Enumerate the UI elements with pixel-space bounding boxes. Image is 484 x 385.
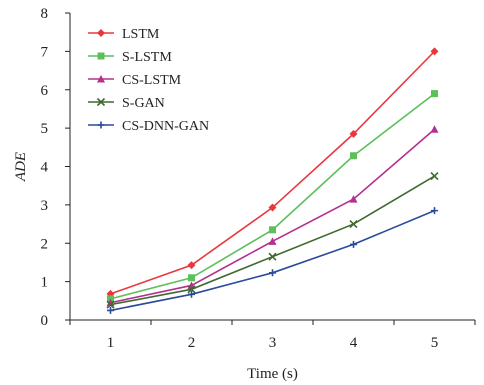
legend-swatch-marker [96, 97, 106, 107]
data-point [106, 300, 115, 309]
y-tick-label: 7 [41, 44, 49, 60]
legend-label: CS-LSTM [122, 73, 182, 88]
legend-swatch-marker [97, 121, 105, 129]
legend-item: S-GAN [88, 96, 165, 111]
data-point [350, 152, 357, 160]
y-tick-label: 2 [41, 236, 49, 252]
data-point [349, 219, 358, 229]
y-tick-label: 5 [41, 121, 49, 137]
y-tick-label: 3 [41, 198, 49, 214]
series-layer [106, 47, 439, 314]
legend-item: S-LSTM [88, 50, 172, 65]
x-tick-label: 4 [350, 335, 358, 351]
legend: LSTM S-LSTM CS-LSTM S-GAN CS-DNN-GAN [88, 27, 209, 134]
x-ticks: 1 2 3 4 5 [69, 320, 476, 351]
legend-label: LSTM [122, 27, 160, 42]
x-tick-label: 3 [269, 335, 277, 351]
legend-item: CS-DNN-GAN [88, 119, 209, 134]
data-point [349, 129, 358, 138]
data-point [268, 203, 277, 212]
data-point [188, 290, 195, 298]
data-point [269, 226, 276, 234]
y-tick-label: 0 [41, 313, 49, 329]
data-point [187, 261, 196, 270]
data-point [268, 252, 277, 261]
data-point [430, 125, 439, 133]
legend-item: LSTM [88, 27, 160, 42]
x-tick-label: 5 [431, 335, 439, 351]
x-axis-title: Time (s) [247, 366, 298, 382]
series-cs-dnn-gan [107, 207, 438, 314]
data-point [269, 269, 276, 277]
legend-swatch-marker [97, 75, 105, 83]
data-point [350, 240, 357, 248]
data-point [430, 47, 439, 56]
data-point [187, 285, 196, 294]
y-tick-label: 4 [41, 160, 49, 176]
y-ticks: 0 1 2 3 4 5 6 7 8 [41, 6, 70, 329]
y-axis-title: ADE [13, 152, 29, 182]
legend-label: S-GAN [122, 96, 165, 111]
data-point [430, 172, 439, 181]
y-tick-label: 8 [41, 6, 49, 22]
y-tick-label: 1 [41, 275, 49, 291]
series-lstm [106, 47, 439, 298]
x-tick-label: 2 [188, 335, 196, 351]
data-point [349, 195, 358, 203]
x-tick-label: 1 [107, 335, 115, 351]
legend-swatch-marker [97, 29, 105, 37]
legend-label: S-LSTM [122, 50, 172, 65]
data-point [107, 306, 114, 314]
legend-item: CS-LSTM [88, 73, 182, 88]
y-tick-label: 6 [41, 83, 49, 99]
data-point [431, 207, 438, 215]
data-point [188, 274, 195, 282]
data-point [268, 237, 277, 245]
series-cs-lstm [106, 125, 439, 307]
data-point [431, 90, 438, 98]
legend-label: CS-DNN-GAN [122, 119, 209, 134]
series-s-gan [106, 172, 439, 309]
legend-swatch-marker [97, 52, 105, 60]
